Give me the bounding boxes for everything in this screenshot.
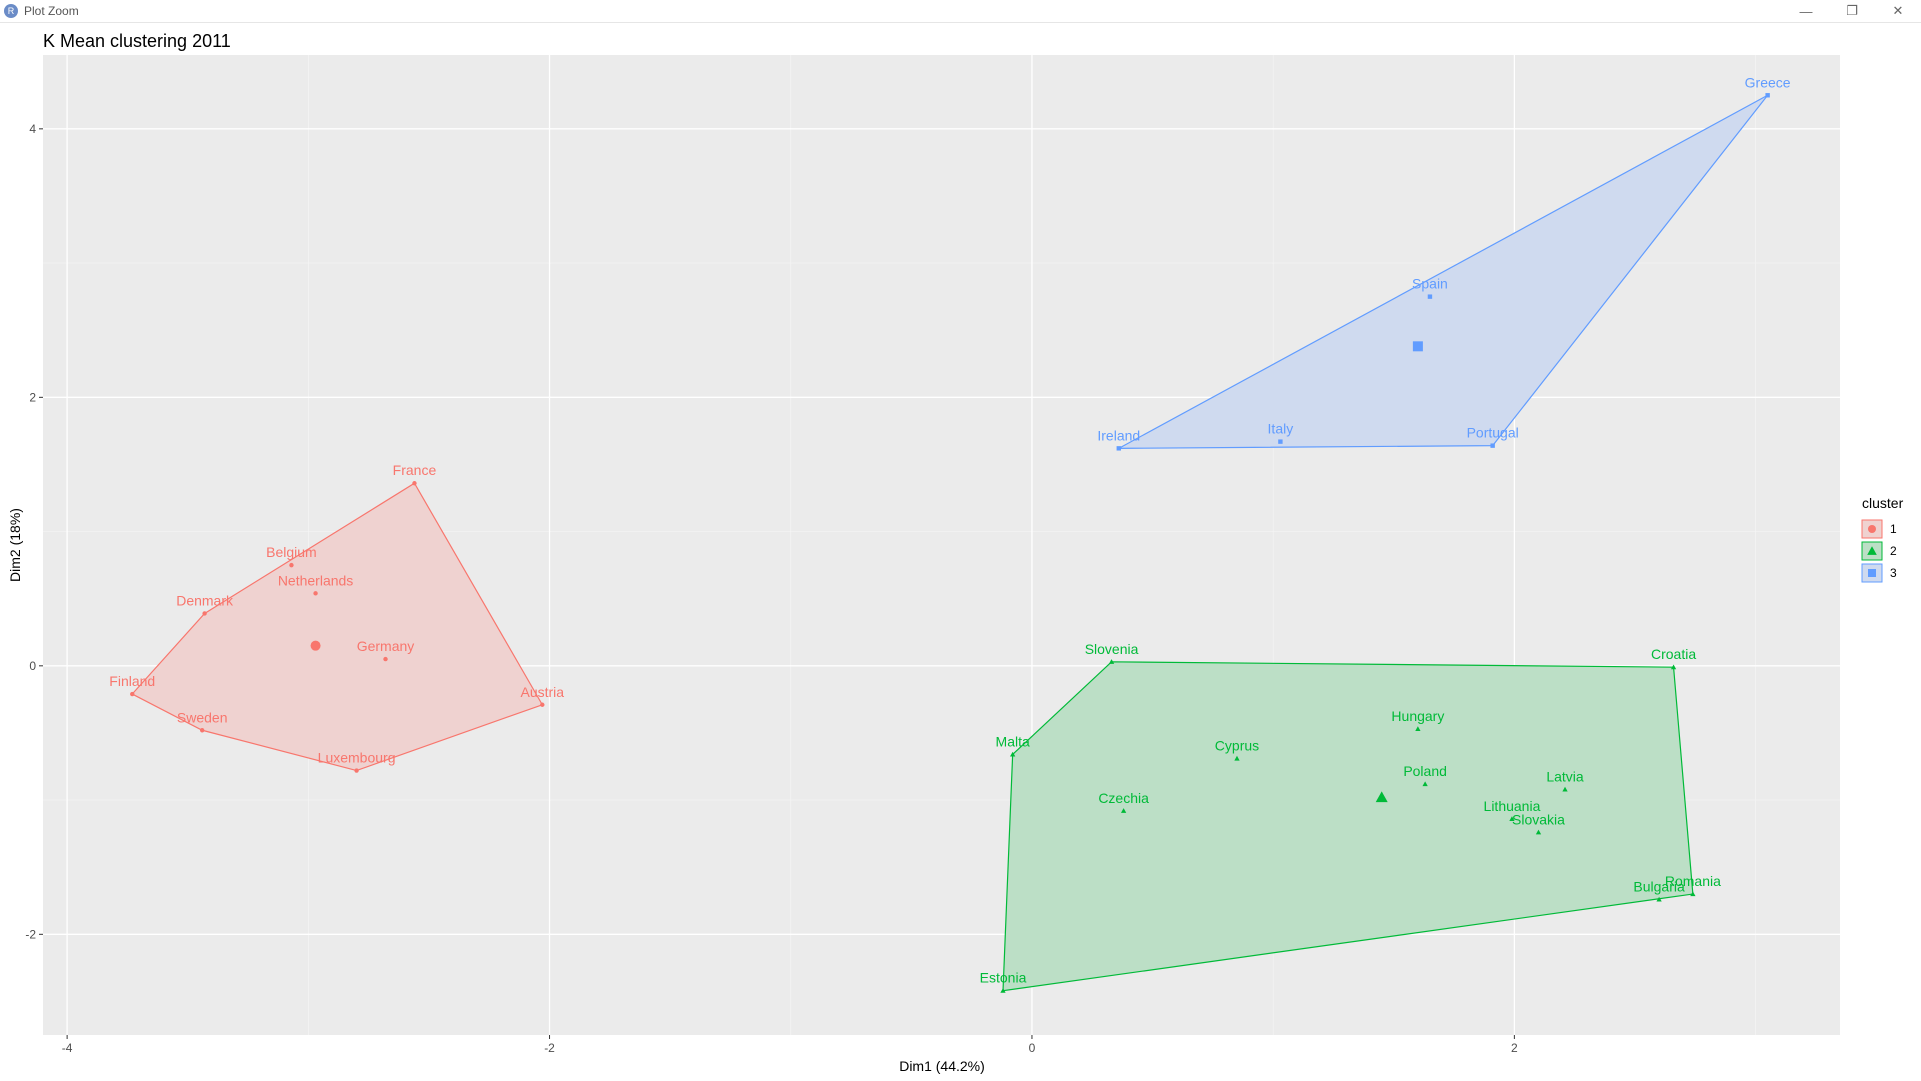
legend-label-3: 3 [1890,566,1897,580]
point-france [412,481,417,486]
window-titlebar: R Plot Zoom — ❐ ✕ [0,0,1921,23]
point-label-greece: Greece [1745,74,1791,90]
point-label-croatia: Croatia [1651,646,1696,662]
point-malta [1010,751,1016,757]
cluster-3: Greece Spain Italy Ireland Portugal [1097,74,1791,451]
point-portugal [1490,443,1495,448]
point-latvia [1562,786,1568,792]
point-lithuania [1509,816,1515,821]
point-label-romania: Romania [1665,873,1721,889]
point-label-sweden: Sweden [177,709,228,725]
cluster-3-hull [1118,94,1769,449]
cluster-2-center [1375,791,1388,803]
point-greece [1765,93,1770,98]
legend-title: cluster [1862,495,1904,511]
legend-label-2: 2 [1890,544,1897,558]
point-label-luxembourg: Luxembourg [318,750,396,766]
point-label-poland: Poland [1403,763,1447,779]
point-romania [1690,891,1696,897]
plot-panel: France Belgium Netherlands Denmark Germany Fi… [43,55,1840,1035]
axis-ticks: -4 -2 0 2 -2 0 2 4 [25,122,1518,1055]
point-label-malta: Malta [996,733,1030,749]
scatter-chart: K Mean clustering 2011 France Belgium Neth… [7,31,1904,1074]
x-tick-label: -4 [62,1041,73,1055]
y-tick-label: 2 [29,390,36,404]
point-poland [1422,781,1428,787]
chart-title: K Mean clustering 2011 [43,31,231,51]
restore-icon[interactable]: ❐ [1846,3,1858,18]
legend: cluster 1 2 3 [1861,495,1904,583]
point-netherlands [313,591,318,596]
point-label-estonia: Estonia [980,970,1027,986]
x-tick-label: 2 [1511,1041,1518,1055]
r-app-icon: R [4,4,18,18]
point-spain [1427,294,1433,299]
point-belgium [289,562,294,568]
point-bulgaria [1656,896,1662,902]
y-tick-label: -2 [25,927,36,941]
close-icon[interactable]: ✕ [1892,3,1904,18]
point-label-slovakia: Slovakia [1512,811,1565,827]
point-italy [1278,439,1283,444]
legend-key-1 [1861,519,1883,539]
point-label-belgium: Belgium [266,544,317,560]
y-axis-title: Dim2 (18%) [7,508,23,582]
point-label-netherlands: Netherlands [278,572,354,588]
point-finland [130,691,135,697]
point-czechia [1120,808,1127,813]
point-label-denmark: Denmark [176,592,234,608]
legend-key-marker [1867,546,1877,555]
point-hungary [1415,726,1421,732]
legend-key-3 [1861,563,1883,583]
window-controls: — ❐ ✕ [1783,0,1921,22]
point-austria [540,702,545,707]
legend-key-marker [1868,525,1876,533]
point-label-italy: Italy [1268,421,1294,437]
point-label-latvia: Latvia [1546,768,1584,784]
point-label-spain: Spain [1412,276,1448,292]
point-label-cyprus: Cyprus [1215,737,1259,753]
legend-key-marker [1868,569,1876,577]
point-label-portugal: Portugal [1467,425,1519,441]
point-slovakia [1535,829,1542,835]
point-slovenia [1108,659,1115,664]
legend-label-1: 1 [1890,522,1897,536]
point-denmark [202,611,207,616]
point-sweden [199,728,205,733]
point-label-hungary: Hungary [1391,708,1444,724]
point-label-austria: Austria [521,684,565,700]
point-label-france: France [393,462,437,478]
point-label-slovenia: Slovenia [1085,641,1139,657]
point-label-czechia: Czechia [1098,790,1149,806]
point-label-finland: Finland [109,673,155,689]
point-label-bulgaria: Bulgaria [1633,878,1685,894]
legend-key-2 [1861,541,1883,561]
point-cyprus [1234,755,1240,761]
cluster-2-hull [1002,661,1694,992]
point-label-lithuania: Lithuania [1484,798,1541,814]
x-tick-label: 0 [1029,1041,1036,1055]
point-label-ireland: Ireland [1097,427,1140,443]
point-estonia [1000,988,1006,993]
y-tick-label: 0 [29,659,36,673]
point-luxembourg [354,768,359,773]
point-label-germany: Germany [357,638,415,654]
x-tick-label: -2 [544,1041,555,1055]
cluster-2: Slovenia Croatia Hungary Malta Cyprus Poland L… [980,641,1721,993]
point-germany [383,656,388,662]
x-axis-title: Dim1 (44.2%) [899,1058,985,1074]
y-tick-label: 4 [29,122,36,136]
cluster-3-center [1412,341,1423,352]
cluster-1: France Belgium Netherlands Denmark Germany Fi… [109,462,565,773]
window-title: Plot Zoom [24,4,79,18]
cluster-1-center [310,640,321,651]
point-ireland [1116,446,1121,451]
minimize-icon[interactable]: — [1799,3,1813,19]
point-croatia [1670,664,1677,670]
